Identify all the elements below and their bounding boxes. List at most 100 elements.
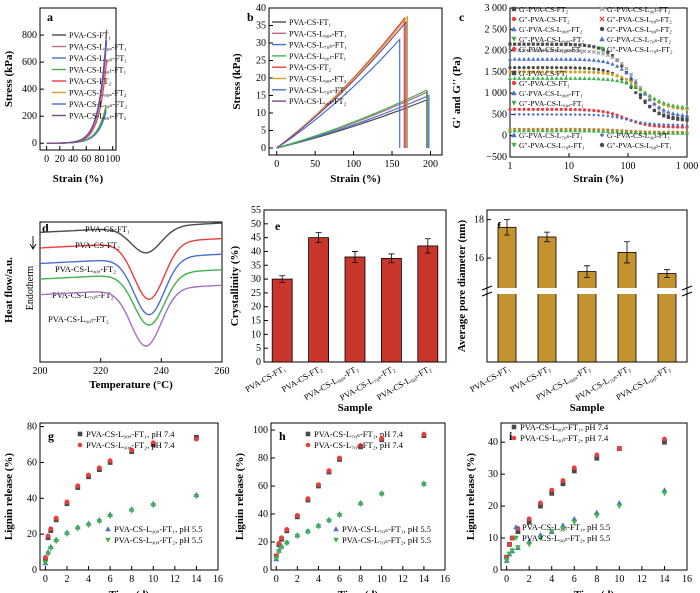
- legend-marker: [599, 46, 605, 52]
- data-point: [128, 508, 135, 514]
- data-point: [592, 45, 596, 49]
- plot-frame: [39, 7, 117, 151]
- data-point: [527, 107, 531, 111]
- legend-marker: [333, 526, 339, 532]
- data-point: [647, 130, 652, 135]
- data-point: [536, 66, 540, 70]
- data-point: [531, 70, 535, 74]
- data-point: [573, 112, 577, 117]
- data-point: [129, 447, 135, 453]
- y-axis-label: Lignin release (%): [3, 453, 15, 541]
- x-tick-label: 150: [385, 159, 400, 170]
- y-tick-label: 20: [256, 73, 266, 84]
- legend-marker: [511, 424, 517, 430]
- data-point: [538, 500, 543, 506]
- data-point: [563, 48, 568, 53]
- data-point: [294, 513, 300, 518]
- data-point: [554, 112, 559, 117]
- legend-marker: [105, 526, 111, 532]
- panel-letter: h: [279, 429, 286, 443]
- legend-label: PVA-CS-L₉₀ₜ-FT₂, pH 5.5: [522, 533, 610, 543]
- data-point: [619, 129, 624, 134]
- bar: [497, 226, 517, 363]
- data-point: [536, 70, 540, 74]
- x-axis-label: Strain (%): [53, 173, 104, 185]
- legend-marker: [599, 36, 605, 42]
- data-point: [554, 57, 559, 61]
- x-axis-label: Strain (%): [573, 173, 624, 185]
- legend-label: PVA-CS-L₉₀ₜ-FT₁, pH 7.4: [520, 422, 609, 432]
- data-point: [601, 129, 606, 133]
- legend-marker: [511, 435, 517, 441]
- data-point: [652, 124, 656, 128]
- data-point: [517, 66, 521, 70]
- data-point: [671, 115, 675, 119]
- bar: [657, 273, 677, 363]
- data-point: [554, 42, 559, 46]
- data-point: [656, 98, 662, 103]
- data-point: [638, 93, 643, 97]
- data-point: [545, 66, 549, 70]
- legend-label: PVA-CS-L₉₀ₜ-FT₁: [69, 66, 127, 75]
- data-point: [541, 107, 545, 111]
- y-tick-label: 0: [493, 565, 498, 576]
- data-point: [522, 107, 526, 111]
- data-point: [610, 112, 615, 116]
- data-point: [582, 108, 587, 112]
- legend-label: PVA-CS-L₉₀ₜ-FT₁, pH 5.5: [522, 522, 610, 532]
- x-tick-label: 220: [93, 366, 108, 377]
- data-point: [531, 76, 536, 80]
- legend-label: PVA-CS-L₇₀ₛ-FT₁, pH 5.5: [342, 524, 431, 534]
- data-point: [657, 111, 661, 115]
- data-point: [526, 516, 532, 522]
- data-point: [624, 130, 629, 134]
- y-tick-label: 15: [251, 316, 261, 327]
- data-point: [573, 66, 577, 70]
- error-bar: [544, 231, 550, 243]
- data-point: [680, 112, 685, 117]
- panel-letter: d: [42, 221, 49, 235]
- data-point: [526, 76, 531, 80]
- data-point: [624, 70, 629, 75]
- curve-label: PVA-CS-FT₁: [85, 224, 130, 234]
- data-point: [559, 70, 563, 74]
- x-tick-label: 6: [108, 574, 113, 585]
- error-bar: [664, 269, 670, 278]
- data-point: [42, 555, 48, 560]
- data-point: [549, 128, 555, 133]
- error-bar: [315, 232, 322, 244]
- data-point: [661, 107, 666, 112]
- legend-marker: [511, 80, 517, 86]
- legend-label: PVA-CS-L₉₀ₐ-FT₁: [69, 43, 127, 52]
- data-point: [596, 109, 601, 113]
- data-point: [582, 128, 587, 133]
- data-point: [526, 519, 532, 525]
- data-point: [592, 113, 596, 117]
- y-tick-label: 5: [261, 126, 266, 137]
- data-point: [656, 105, 662, 109]
- y-tick-label: 0: [32, 138, 37, 149]
- data-point: [610, 77, 615, 82]
- data-point: [421, 482, 427, 488]
- error-bar: [424, 238, 431, 254]
- data-point: [545, 107, 549, 111]
- legend-marker: [599, 16, 605, 22]
- data-point: [648, 105, 652, 109]
- data-point: [666, 131, 671, 135]
- data-point: [531, 48, 536, 53]
- x-tick-label: 4: [549, 574, 554, 585]
- data-point: [527, 70, 531, 74]
- data-point: [550, 42, 554, 46]
- data-point: [560, 481, 566, 487]
- data-point: [326, 468, 332, 473]
- data-point: [541, 70, 545, 74]
- x-category-label: PVA-CS-FT₁: [243, 363, 287, 394]
- y-tick-label: 10: [251, 329, 261, 340]
- legend-marker: [511, 6, 517, 12]
- data-point: [53, 515, 59, 521]
- data-point: [596, 113, 601, 117]
- data-point: [517, 128, 522, 133]
- y-tick-label: 20: [258, 537, 268, 548]
- data-point: [661, 131, 666, 135]
- x-tick-label: 2: [64, 574, 69, 585]
